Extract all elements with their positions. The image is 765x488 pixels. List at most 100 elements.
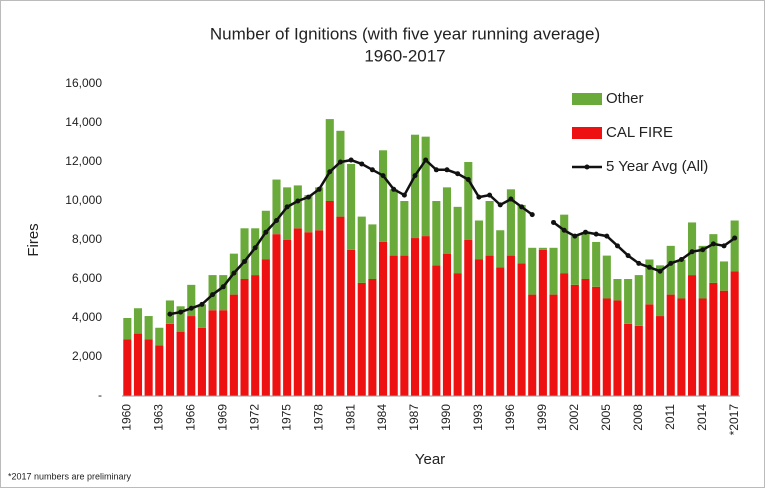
bar-segment xyxy=(517,204,526,264)
x-tick-label: 1972 xyxy=(247,404,261,431)
bar-segment xyxy=(506,255,515,396)
bar-segment xyxy=(155,327,164,346)
bar-segment xyxy=(325,119,334,201)
bar-segment xyxy=(283,187,292,240)
bar-segment xyxy=(379,150,388,242)
bar-segment xyxy=(592,286,601,396)
avg-marker xyxy=(423,157,429,163)
x-tick-label: 2002 xyxy=(567,404,581,431)
avg-marker xyxy=(337,159,343,165)
legend-label: Other xyxy=(606,90,644,107)
bar-segment xyxy=(517,263,526,396)
bar-segment xyxy=(613,279,622,301)
bar-segment xyxy=(464,240,473,396)
x-tick-label: 2014 xyxy=(695,404,709,431)
avg-marker xyxy=(476,194,482,200)
y-tick-label: 6,000 xyxy=(72,271,102,285)
bar-segment xyxy=(368,279,377,396)
avg-marker xyxy=(465,177,471,183)
bar-segment xyxy=(133,308,143,334)
bar-segment xyxy=(560,214,569,274)
y-tick-label: 14,000 xyxy=(65,115,102,129)
bar-segment xyxy=(293,185,302,229)
avg-marker xyxy=(455,171,461,177)
x-tick-label: 1975 xyxy=(279,404,293,431)
bar-segment xyxy=(560,273,569,396)
avg-marker xyxy=(487,192,493,198)
x-tick-label: 1999 xyxy=(535,404,549,431)
legend-swatch xyxy=(572,93,602,105)
avg-marker xyxy=(614,243,620,249)
avg-marker xyxy=(316,186,322,192)
avg-marker xyxy=(529,212,535,218)
avg-marker xyxy=(305,194,311,200)
bar-segment xyxy=(496,267,505,396)
bar-segment xyxy=(379,241,388,396)
bar-segment xyxy=(144,316,153,340)
bar-segment xyxy=(357,216,366,283)
bar-segment xyxy=(485,201,494,256)
avg-marker xyxy=(678,257,684,262)
avg-marker xyxy=(444,167,450,173)
bar-segment xyxy=(304,195,313,233)
bar-segment xyxy=(315,230,324,396)
avg-marker xyxy=(220,284,226,290)
bar-segment xyxy=(719,290,729,396)
bar-segment xyxy=(176,331,185,396)
bar-segment xyxy=(347,163,356,250)
bar-segment xyxy=(272,179,281,235)
bar-segment xyxy=(187,284,196,317)
avg-marker xyxy=(519,204,525,210)
bar-segment xyxy=(123,339,132,396)
x-tick-label: 2008 xyxy=(631,404,645,431)
avg-marker xyxy=(391,186,397,192)
bar-segment xyxy=(581,232,590,279)
bar-segment xyxy=(144,339,153,396)
bar-segment xyxy=(730,271,739,396)
bar-segment xyxy=(730,220,739,272)
bar-segment xyxy=(464,162,473,240)
bar-segment xyxy=(645,259,654,305)
avg-marker xyxy=(274,218,279,223)
bar-segment xyxy=(208,310,217,396)
bar-segment xyxy=(410,238,420,396)
bar-segment xyxy=(602,298,611,396)
bar-segment xyxy=(453,273,462,396)
x-tick-label: 1978 xyxy=(311,404,325,431)
avg-marker xyxy=(178,309,184,315)
y-tick-label: 10,000 xyxy=(65,193,102,207)
avg-marker xyxy=(561,227,567,233)
avg-marker xyxy=(646,264,652,270)
bar-segment xyxy=(155,345,164,396)
bar-segment xyxy=(688,222,697,276)
x-tick-label: 1981 xyxy=(343,404,357,431)
bar-segment xyxy=(293,228,302,396)
bar-segment xyxy=(624,323,633,396)
bar-segment xyxy=(613,300,622,396)
avg-marker xyxy=(242,258,248,264)
bar-segment xyxy=(219,275,228,311)
bar-segment xyxy=(528,247,537,295)
bar-segment xyxy=(304,232,313,396)
y-tick-label: - xyxy=(98,388,102,402)
bar-segment xyxy=(432,201,441,266)
avg-marker xyxy=(497,202,503,208)
bar-segment xyxy=(421,236,430,396)
avg-marker xyxy=(327,169,333,175)
chart-subtitle: 1960-2017 xyxy=(364,46,445,65)
bar-segment xyxy=(570,236,579,285)
bar-segment xyxy=(368,224,377,279)
avg-marker xyxy=(636,260,642,266)
bar-segment xyxy=(496,230,505,268)
avg-marker xyxy=(721,243,727,249)
bar-segment xyxy=(474,220,483,260)
bar-segment xyxy=(197,327,206,396)
bar-segment xyxy=(133,333,143,396)
bar-segment xyxy=(709,234,718,283)
bar-segment xyxy=(219,310,228,396)
bar-segment xyxy=(421,136,430,237)
bar-segment xyxy=(474,259,483,396)
avg-marker xyxy=(348,157,354,163)
bar-segment xyxy=(357,282,366,396)
